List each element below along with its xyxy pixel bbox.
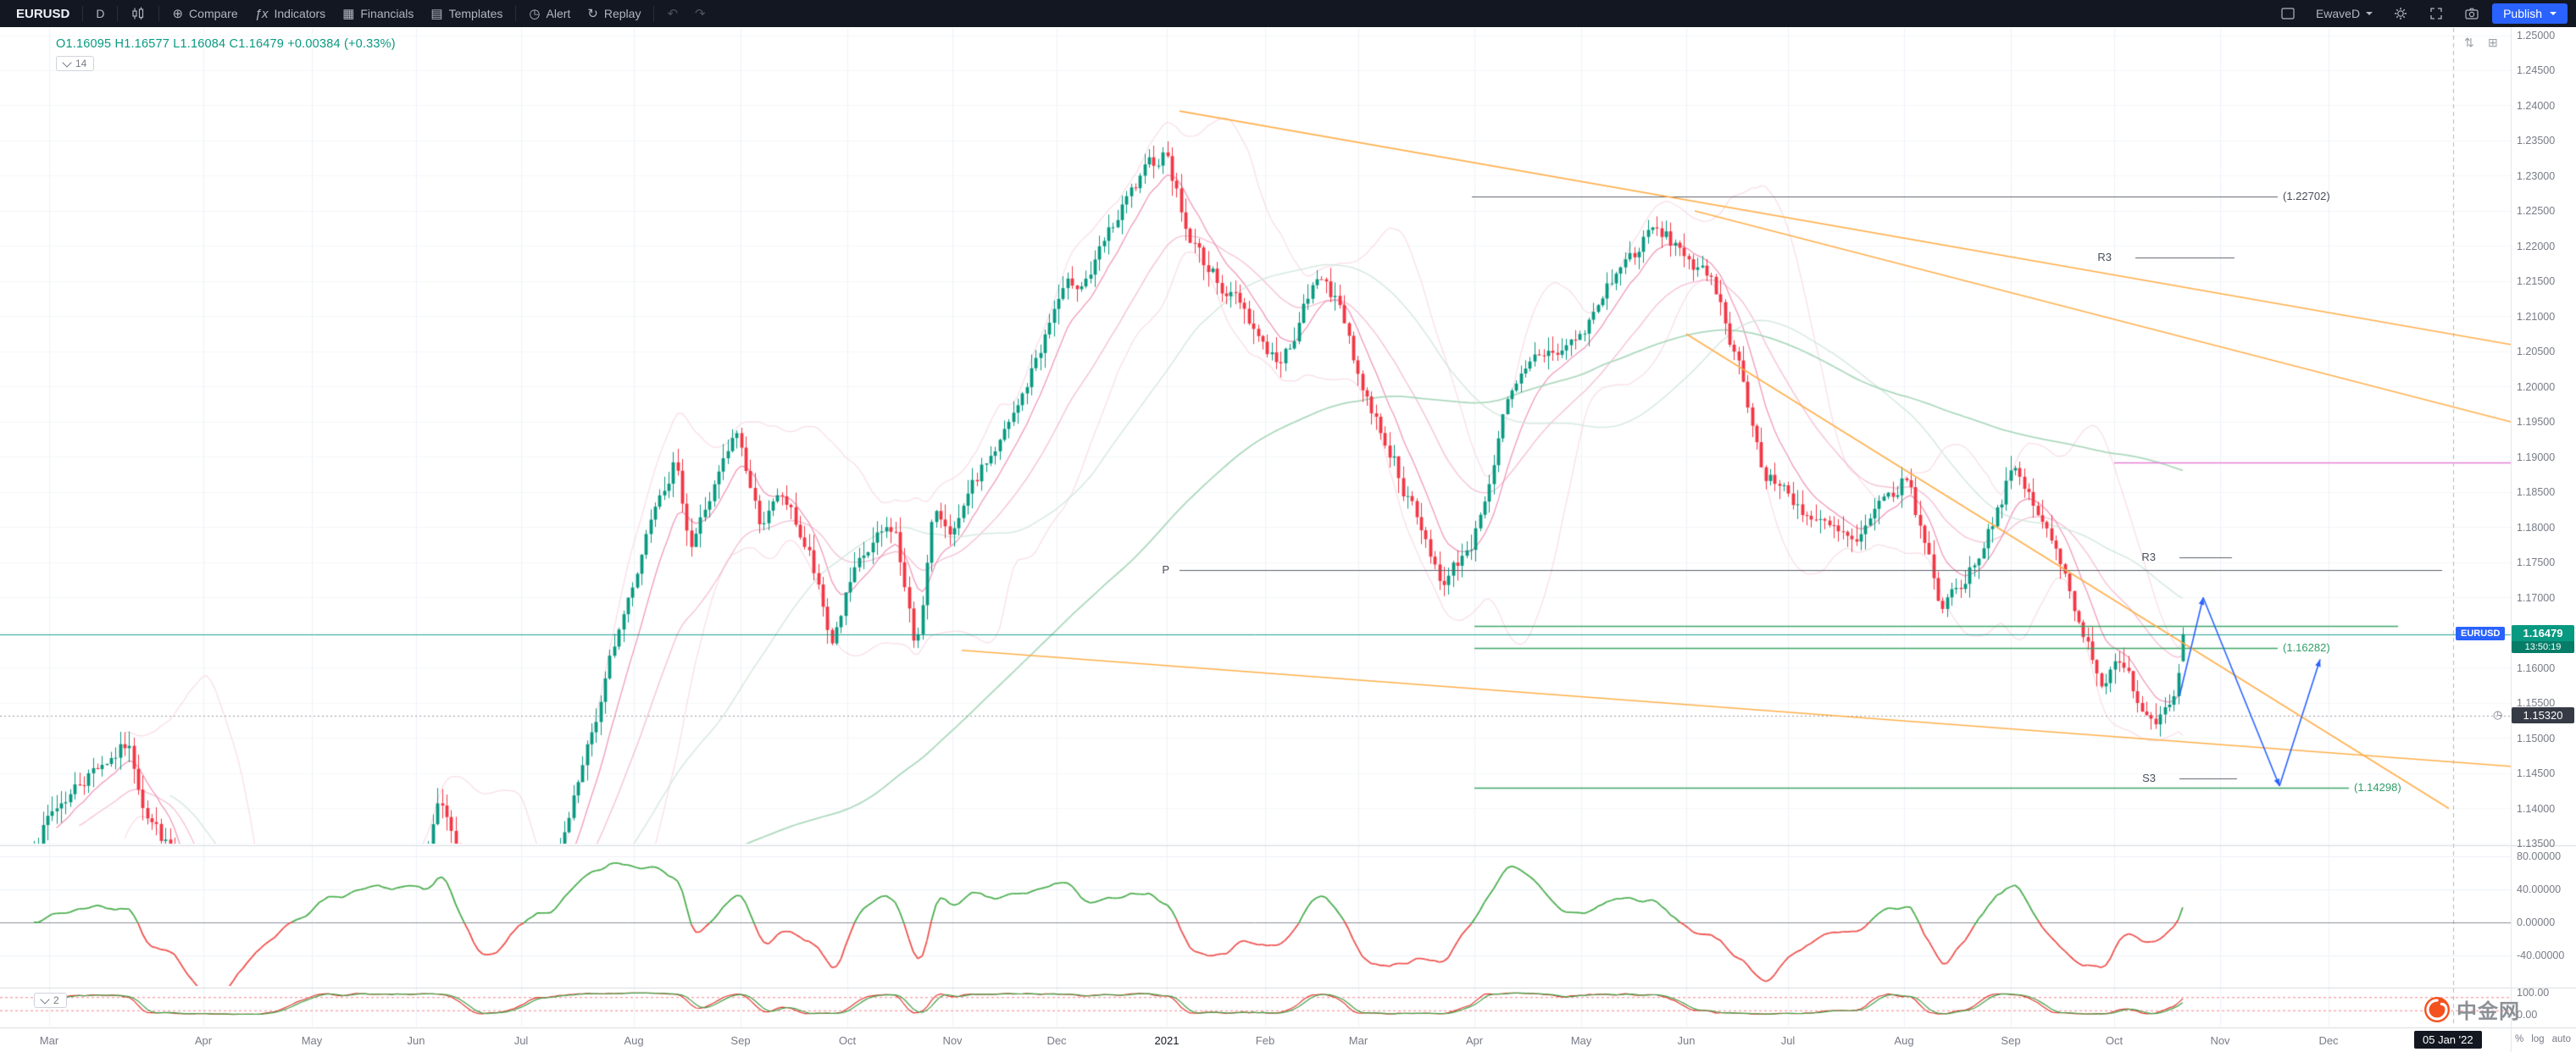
layout-icon [2281, 8, 2295, 19]
pane-layout-icon[interactable]: ⊞ [2488, 36, 2498, 49]
indicators-button[interactable]: ƒx Indicators [247, 3, 334, 24]
divider [158, 6, 160, 21]
symbol-button[interactable]: EURUSD [16, 6, 70, 21]
toolbar-left: EURUSD D ⊕ Compare ƒx Indicators [8, 3, 713, 24]
site-watermark: 中金网 [2423, 994, 2520, 1024]
last-price-badge: 1.16479 13:50:19 [2512, 624, 2574, 653]
camera-icon [2465, 8, 2479, 19]
chevron-down-icon [2550, 12, 2557, 15]
indicators-label: Indicators [274, 7, 326, 20]
alert-clock-icon: ◷ [529, 6, 541, 21]
last-price-symbol-chip: EURUSD [2456, 626, 2506, 640]
redo-icon: ↷ [695, 6, 706, 21]
divider [653, 6, 655, 21]
fullscreen-button[interactable] [2421, 3, 2451, 24]
divider [117, 6, 119, 21]
top-toolbar: EURUSD D ⊕ Compare ƒx Indicators [0, 0, 2576, 27]
alert-price-badge: 1.15320 [2512, 706, 2574, 723]
indicators-fx-icon: ƒx [254, 6, 269, 21]
templates-label: Templates [448, 7, 503, 20]
scale-reset-icon[interactable]: ⇅ [2464, 36, 2474, 49]
bottom-indicators-count: 2 [53, 994, 59, 1006]
fullscreen-icon [2430, 8, 2442, 19]
bar-countdown: 13:50:19 [2512, 640, 2574, 653]
toolbar-right: EwaveD [2273, 3, 2568, 24]
divider [82, 6, 84, 21]
chart-style-button[interactable] [123, 3, 153, 24]
redo-button[interactable]: ↷ [687, 3, 713, 24]
layout-select-button[interactable] [2273, 3, 2303, 24]
replay-icon: ↻ [587, 6, 598, 21]
compare-plus-icon: ⊕ [172, 6, 184, 21]
divider [515, 6, 517, 21]
alert-clock-icon[interactable]: ◷ [2493, 707, 2503, 721]
main-indicators-count: 14 [75, 58, 87, 69]
log-scale-button[interactable]: log [2531, 1034, 2545, 1044]
saved-layout-button[interactable]: EwaveD [2308, 3, 2380, 24]
interval-button[interactable]: D [96, 7, 105, 20]
auto-scale-button[interactable]: auto [2551, 1034, 2571, 1044]
bottom-indicators-chip[interactable]: 2 [34, 993, 67, 1008]
templates-button[interactable]: ▤ Templates [423, 3, 510, 24]
gear-icon [2395, 8, 2407, 19]
time-axis[interactable] [0, 1028, 2511, 1052]
main-indicators-chip[interactable]: 14 [56, 56, 95, 71]
percent-scale-button[interactable]: % [2515, 1034, 2524, 1044]
settings-button[interactable] [2385, 3, 2416, 24]
publish-label: Publish [2503, 7, 2542, 20]
chevron-down-icon [40, 994, 50, 1005]
alert-label: Alert [546, 7, 571, 20]
undo-icon: ↶ [667, 6, 679, 21]
undo-button[interactable]: ↶ [659, 3, 686, 24]
price-axis[interactable] [2511, 27, 2576, 1028]
financials-icon: ▦ [342, 6, 355, 21]
alert-button[interactable]: ◷ Alert [521, 3, 578, 24]
ohlc-legend: O1.16095 H1.16577 L1.16084 C1.16479 +0.0… [56, 37, 396, 51]
replay-button[interactable]: ↻ Replay [580, 3, 648, 24]
replay-label: Replay [603, 7, 641, 20]
watermark-logo-icon [2424, 996, 2450, 1022]
chevron-down-icon [62, 57, 72, 68]
candlestick-icon [132, 7, 144, 19]
financials-label: Financials [360, 7, 414, 20]
scale-mode-controls: % log auto [2515, 1034, 2571, 1044]
chevron-down-icon [2366, 12, 2373, 15]
saved-layout-name: EwaveD [2315, 7, 2361, 20]
last-price-value: 1.16479 [2523, 626, 2563, 640]
compare-label: Compare [189, 7, 238, 20]
screenshot-button[interactable] [2457, 3, 2487, 24]
templates-icon: ▤ [430, 6, 443, 21]
watermark-text: 中金网 [2457, 1000, 2520, 1023]
compare-button[interactable]: ⊕ Compare [164, 3, 245, 24]
current-date-badge: 05 Jan '22 [2414, 1031, 2482, 1049]
financials-button[interactable]: ▦ Financials [335, 3, 421, 24]
publish-button[interactable]: Publish [2492, 3, 2568, 24]
